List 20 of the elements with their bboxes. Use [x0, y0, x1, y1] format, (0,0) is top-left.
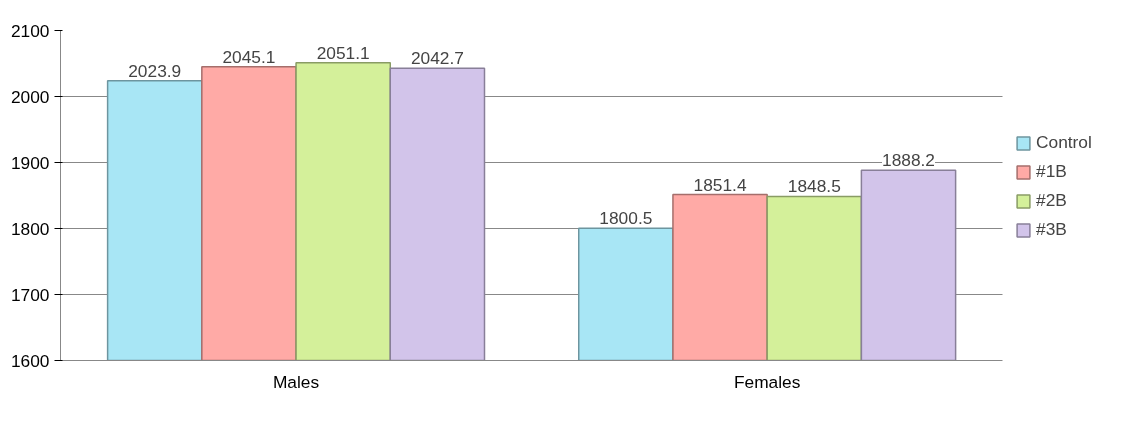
data-label: 1851.4 [693, 174, 747, 195]
data-label: 1888.2 [882, 150, 935, 171]
legend-label: Control [1036, 132, 1093, 153]
data-label: 2051.1 [316, 42, 370, 63]
data-label: 2042.7 [410, 48, 464, 69]
data-label: 2045.1 [222, 46, 276, 67]
x-tick-label: Males [272, 371, 320, 392]
y-tick-label: 1900 [10, 152, 50, 173]
data-label: 1848.5 [787, 176, 841, 197]
y-tick-label: 2000 [10, 86, 50, 107]
y-tick-label: 2100 [10, 20, 50, 41]
legend-label: #1B [1036, 161, 1068, 182]
data-label: 1800.5 [599, 208, 653, 229]
legend-label: #2B [1036, 190, 1068, 211]
y-tick-label: 1700 [10, 284, 50, 305]
legend-label: #3B [1036, 219, 1068, 240]
y-tick-label: 1800 [10, 218, 50, 239]
y-tick-label: 1600 [10, 350, 50, 371]
data-label: 2023.9 [128, 60, 182, 81]
x-tick-label: Females [733, 371, 801, 392]
